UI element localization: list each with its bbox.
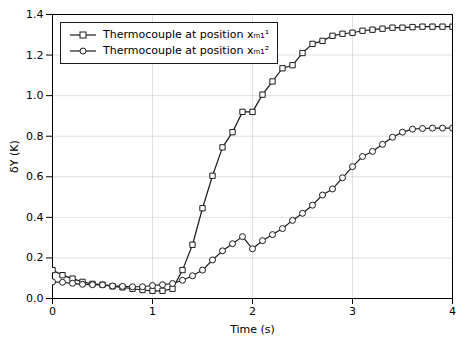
svg-text:0.8: 0.8 [26,130,44,143]
svg-text:1.2: 1.2 [26,49,44,62]
svg-text:0.4: 0.4 [26,211,44,224]
svg-text:1: 1 [149,305,156,318]
svg-text:0: 0 [49,305,56,318]
svg-text:Time (s): Time (s) [229,323,275,336]
html-text:Thermocouple at position xₘ₁¹: Thermocouple at position xₘ₁¹ [103,28,270,41]
html-text:Thermocouple at position xₘ₁²: Thermocouple at position xₘ₁² [103,44,270,57]
svg-text:δY (K): δY (K) [8,140,21,173]
svg-text:2: 2 [249,305,256,318]
svg-text:0.2: 0.2 [26,251,44,264]
svg-text:4: 4 [449,305,456,318]
svg-text:0.6: 0.6 [26,170,44,183]
svg-text:3: 3 [349,305,356,318]
svg-text:1.4: 1.4 [26,8,44,21]
svg-text:0.0: 0.0 [26,292,44,305]
svg-text:1.0: 1.0 [26,89,44,102]
